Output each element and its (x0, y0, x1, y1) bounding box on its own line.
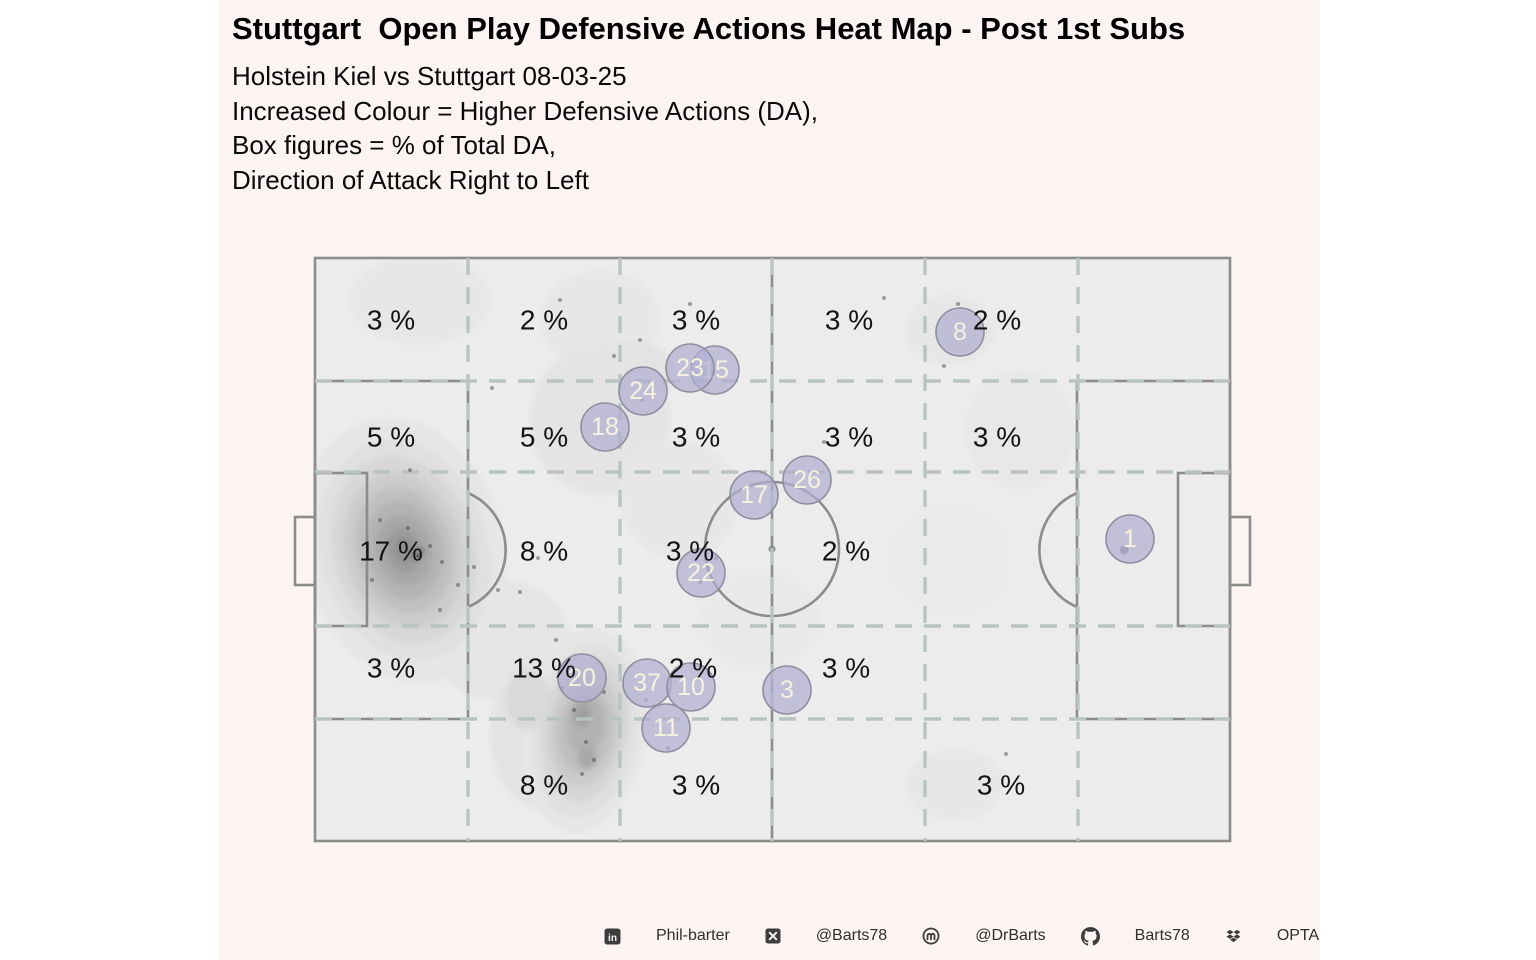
subtitle-block: Holstein Kiel vs Stuttgart 08-03-25 Incre… (232, 59, 818, 197)
zone-label: 8 % (520, 536, 568, 567)
player-number: 3 (780, 676, 794, 704)
zone-label: 3 % (672, 305, 720, 336)
penalty-arc-left (467, 491, 507, 609)
subtitle-line-direction: Direction of Attack Right to Left (232, 164, 589, 195)
github-icon (1080, 926, 1100, 946)
svg-text:in: in (608, 932, 617, 943)
heatmap-layer (315, 258, 1075, 833)
player-number: 17 (740, 481, 768, 509)
zone-label: 17 % (359, 536, 423, 567)
x-icon (765, 928, 781, 944)
linkedin-icon: in (604, 928, 621, 945)
zone-label: 3 % (367, 653, 415, 684)
player-marker: 24 (618, 366, 668, 416)
goal-right (1228, 515, 1252, 587)
player-number: 1 (1123, 525, 1137, 553)
player-number: 22 (687, 559, 715, 587)
penalty-arc-right (1038, 491, 1078, 609)
subtitle-line-colour: Increased Colour = Higher Defensive Acti… (232, 95, 818, 126)
player-marker: 3 (762, 665, 812, 715)
player-marker: 20 (557, 653, 607, 703)
github-handle: Barts78 (1134, 927, 1190, 944)
player-marker: 37 (622, 658, 672, 708)
goal-left (293, 515, 317, 587)
zone-label: 3 % (367, 305, 415, 336)
player-markers-layer: 15 23 24 18 26 17 22 8 1 20 37 10 3 11 (557, 307, 1155, 753)
zone-label: 2 % (520, 305, 568, 336)
zone-label: 2 % (973, 305, 1021, 336)
zone-label: 3 % (973, 422, 1021, 453)
x-handle: @Barts78 (815, 927, 888, 944)
player-number: 10 (677, 673, 705, 701)
zone-labels-layer: 3 % 2 % 3 % 3 % 2 % 5 % 5 % 3 % 3 % 3 % … (359, 305, 1025, 801)
zone-label: 3 % (672, 422, 720, 453)
player-marker: 17 (729, 470, 779, 520)
player-number: 11 (653, 714, 679, 742)
dropbox-icon (1225, 928, 1242, 945)
player-number: 37 (633, 669, 661, 697)
zone-label: 3 % (977, 770, 1025, 801)
zone-label: 3 % (825, 305, 873, 336)
zone-label: 5 % (520, 422, 568, 453)
zone-grid (315, 258, 1230, 841)
player-marker: 18 (580, 402, 630, 452)
footer-credits: in Phil-barter @Barts78 @DrBarts Barts78… (604, 921, 1319, 951)
zone-label: 2 % (669, 653, 717, 684)
zone-label: 8 % (520, 770, 568, 801)
zone-label: 3 % (822, 653, 870, 684)
player-marker: 10 (666, 662, 716, 712)
zone-label: 5 % (367, 422, 415, 453)
player-marker: 26 (782, 455, 832, 505)
zone-label: 3 % (672, 770, 720, 801)
player-number: 24 (629, 377, 657, 405)
data-provider-label: OPTA (1276, 927, 1320, 944)
mastodon-icon (922, 927, 940, 945)
subtitle-line-boxes: Box figures = % of Total DA, (232, 130, 556, 160)
player-number: 8 (953, 318, 967, 346)
page-title: Stuttgart Open Play Defensive Actions He… (232, 11, 1186, 46)
linkedin-handle: Phil-barter (656, 927, 730, 944)
mastodon-handle: @DrBarts (975, 927, 1046, 944)
zone-label: 3 % (666, 536, 714, 567)
player-marker: 1 (1105, 514, 1155, 564)
player-number: 20 (568, 664, 596, 692)
player-marker: 23 (665, 343, 715, 393)
hotspot-left-penalty-area (315, 417, 507, 683)
zone-label: 13 % (512, 653, 576, 684)
zone-label: 2 % (822, 536, 870, 567)
penalty-spot-left (417, 547, 425, 555)
player-marker: 22 (676, 548, 726, 598)
player-number: 26 (793, 466, 821, 494)
zone-label: 3 % (825, 422, 873, 453)
player-marker: 8 (935, 307, 985, 357)
player-marker: 11 (641, 703, 691, 753)
player-number: 18 (591, 413, 619, 441)
player-number: 23 (676, 354, 704, 382)
subtitle-line-match: Holstein Kiel vs Stuttgart 08-03-25 (232, 61, 627, 91)
